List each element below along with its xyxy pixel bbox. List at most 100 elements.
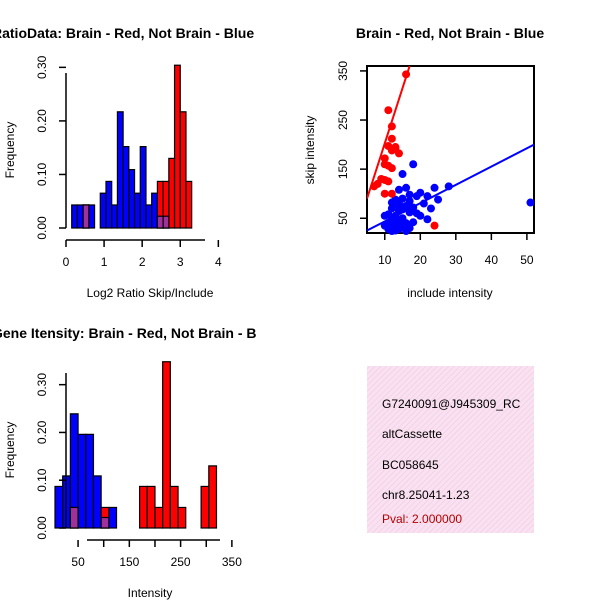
ratio-bar-not-brain-13 bbox=[151, 192, 159, 229]
intensity-bar-not-brain-7 bbox=[108, 506, 118, 529]
ratio-bar-brain-5 bbox=[179, 111, 187, 229]
scatter-point-brain-0 bbox=[402, 70, 411, 79]
intensity-y-tick-label: 0.10 bbox=[35, 468, 49, 492]
ratio-bar-not-brain-7 bbox=[116, 111, 124, 229]
scatter-point-not-brain-46 bbox=[402, 227, 411, 236]
ratio-bar-not-brain-5 bbox=[105, 180, 113, 229]
scatter-point-not-brain-10 bbox=[412, 192, 421, 201]
intensity-bar-not-brain-0 bbox=[54, 485, 64, 529]
ratio-y-tick-label: 0.30 bbox=[35, 55, 49, 79]
ratio-bar-overlap bbox=[156, 215, 164, 229]
scatter-fit-brain bbox=[367, 66, 411, 199]
scatter-y-ticks: 50 150 250 350 bbox=[336, 61, 367, 225]
ratio-x-label: Log2 Ratio Skip/Include bbox=[87, 286, 214, 300]
scatter-point-not-brain-5 bbox=[402, 183, 411, 192]
intensity-histogram: Gene Itensity: Brain - Red, Not Brain - … bbox=[0, 325, 256, 600]
ratio-bar-brain-3 bbox=[168, 157, 176, 229]
scatter-x-tick-label: 50 bbox=[520, 253, 534, 267]
scatter-point-brain-20 bbox=[391, 143, 400, 152]
intensity-x-tick-label: 250 bbox=[171, 555, 191, 569]
scatter-point-not-brain-22 bbox=[387, 204, 396, 213]
scatter-point-not-brain-4 bbox=[444, 182, 453, 191]
intensity-bar-overlap bbox=[69, 506, 79, 529]
scatter-point-not-brain-32 bbox=[423, 215, 432, 224]
scatter-y-tick-label: 350 bbox=[336, 61, 350, 81]
ratio-bar-not-brain-8 bbox=[122, 146, 130, 229]
scatter-point-not-brain-2 bbox=[398, 170, 407, 179]
scatter-point-brain-16 bbox=[370, 182, 379, 191]
ratio-bar-not-brain-9 bbox=[128, 169, 136, 229]
ratio-x-tick-label: 2 bbox=[139, 255, 146, 269]
info-probe-id: G7240091@J945309_RC bbox=[382, 397, 521, 411]
ratio-bar-not-brain-10 bbox=[133, 192, 141, 229]
ratio-title: RatioData: Brain - Red, Not Brain - Blue bbox=[0, 25, 254, 41]
ratio-bar-not-brain-12 bbox=[145, 204, 153, 229]
intensity-y-ticks: 0.00 0.10 0.20 0.30 bbox=[35, 373, 66, 540]
scatter-point-brain-11 bbox=[387, 164, 396, 173]
ratio-y-tick-label: 0.10 bbox=[35, 162, 49, 186]
scatter-point-brain-14 bbox=[384, 177, 393, 186]
intensity-bar-not-brain-5 bbox=[92, 475, 102, 529]
intensity-y-tick-label: 0.30 bbox=[35, 373, 49, 397]
intensity-x-tick-label: 150 bbox=[119, 555, 139, 569]
ratio-bar-brain-4 bbox=[173, 64, 181, 229]
scatter-y-tick-label: 250 bbox=[336, 110, 350, 130]
intensity-y-tick-label: 0.00 bbox=[35, 516, 49, 540]
intensity-bar-brain-2 bbox=[138, 485, 148, 529]
intensity-bar-brain-5 bbox=[162, 361, 171, 529]
intensity-bar-not-brain-3 bbox=[77, 433, 87, 529]
ratio-x-tick-label: 4 bbox=[215, 255, 222, 269]
scatter-x-tick-label: 40 bbox=[485, 253, 499, 267]
scatter-frame bbox=[366, 65, 535, 234]
ratio-bars bbox=[71, 64, 193, 229]
intensity-x-ticks: 50 150 250 350 bbox=[71, 540, 242, 569]
scatter-x-label: include intensity bbox=[407, 286, 492, 300]
intensity-bar-brain-4 bbox=[154, 506, 164, 529]
scatter-y-tick-label: 150 bbox=[336, 159, 350, 179]
intensity-y-tick-label: 0.20 bbox=[35, 420, 49, 444]
ratio-bar-not-brain-1 bbox=[76, 204, 84, 229]
scatter-point-not-brain-1 bbox=[409, 160, 418, 169]
ratio-histogram: RatioData: Brain - Red, Not Brain - Blue… bbox=[0, 25, 254, 300]
ratio-bar-overlap bbox=[82, 204, 90, 229]
scatter-point-brain-4 bbox=[387, 134, 396, 143]
ratio-bar-not-brain-11 bbox=[139, 146, 147, 229]
ratio-x-tick-label: 0 bbox=[63, 255, 70, 269]
scatter-point-brain-7 bbox=[394, 149, 403, 158]
info-panel: G7240091@J945309_RC altCassette BC058645… bbox=[367, 366, 534, 533]
info-pval: Pval: 2.000000 bbox=[382, 512, 462, 526]
scatter-x-tick-label: 20 bbox=[414, 253, 428, 267]
scatter-point-brain-8 bbox=[380, 154, 389, 163]
scatter-point-not-brain-21 bbox=[426, 204, 435, 213]
scatter-x-ticks: 10 20 30 40 50 bbox=[378, 233, 534, 267]
scatter-point-not-brain-30 bbox=[380, 211, 389, 220]
scatter-point-not-brain-35 bbox=[409, 218, 418, 227]
scatter-point-brain-1 bbox=[384, 106, 393, 115]
info-event-type: altCassette bbox=[382, 427, 442, 441]
ratio-bar-not-brain-0 bbox=[71, 204, 79, 229]
scatter-x-tick-label: 10 bbox=[378, 253, 392, 267]
intensity-bar-overlap bbox=[100, 516, 110, 529]
intensity-x-tick-label: 50 bbox=[71, 555, 85, 569]
scatter-point-not-brain-25 bbox=[405, 208, 414, 217]
intensity-x-tick-label: 350 bbox=[222, 555, 242, 569]
scatter-point-not-brain-3 bbox=[430, 183, 439, 192]
intensity-bar-brain-3 bbox=[146, 485, 156, 529]
scatter-point-brain-2 bbox=[387, 122, 396, 131]
ratio-bar-not-brain-4 bbox=[99, 192, 107, 229]
ratio-y-label: Frequency bbox=[3, 122, 17, 179]
intensity-bar-brain-7 bbox=[177, 506, 187, 529]
scatter-plot: Brain - Red, Not Brain - Blue 10 20 30 40 50… bbox=[303, 25, 544, 300]
intensity-bars bbox=[54, 361, 218, 529]
scatter-point-brain-19 bbox=[430, 221, 439, 230]
scatter-point-not-brain-13 bbox=[434, 195, 443, 204]
info-location: chr8.25041-1.23 bbox=[382, 488, 470, 502]
ratio-y-ticks: 0.00 0.10 0.20 0.30 bbox=[35, 55, 66, 240]
ratio-x-ticks: 0 1 2 3 4 bbox=[63, 240, 222, 269]
intensity-x-label: Intensity bbox=[128, 586, 173, 600]
ratio-bar-brain-6 bbox=[185, 180, 193, 229]
scatter-point-not-brain-47 bbox=[387, 227, 396, 236]
ratio-x-tick-label: 1 bbox=[101, 255, 108, 269]
intensity-y-label: Frequency bbox=[3, 422, 17, 479]
